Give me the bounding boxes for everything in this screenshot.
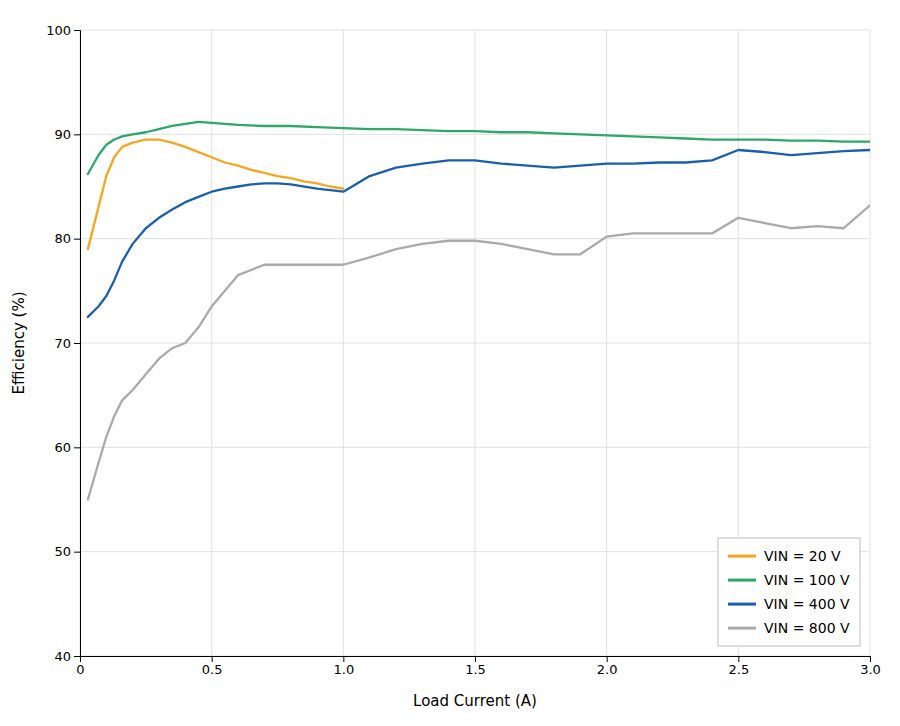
tick: 0.5	[202, 656, 223, 677]
tick-label: 3.0	[860, 662, 881, 677]
legend-label: VIN = 400 V	[764, 596, 850, 612]
legend-label: VIN = 20 V	[764, 548, 841, 564]
series-line	[88, 205, 870, 499]
legend-swatch	[728, 555, 756, 558]
grid-line	[80, 343, 870, 344]
legend-swatch	[728, 627, 756, 630]
tick-label: 40	[54, 649, 71, 664]
tick-label: 0	[76, 662, 84, 677]
tick-mark	[738, 656, 739, 662]
tick-mark	[212, 656, 213, 662]
legend: VIN = 20 V VIN = 100 V VIN = 400 V VIN = 80…	[718, 538, 860, 646]
tick: 0	[76, 656, 84, 677]
tick: 40	[54, 649, 80, 664]
tick: 3.0	[860, 656, 881, 677]
tick-label: 80	[54, 231, 71, 246]
series-line	[88, 122, 870, 174]
tick-mark	[74, 239, 80, 240]
grid-line	[80, 134, 870, 135]
tick: 100	[46, 23, 80, 38]
chart: 0 0.5 1.0 1.5 2.0 2.5 3.0 40 50 60 70 80 90 100 VIN = …	[0, 0, 900, 726]
tick-label: 2.5	[728, 662, 749, 677]
tick: 60	[54, 440, 80, 455]
axis-line	[74, 31, 81, 657]
grid-line	[80, 238, 870, 239]
y-axis-title: Efficiency (%)	[10, 292, 28, 395]
series-line	[88, 140, 343, 250]
tick-mark	[475, 656, 476, 662]
tick-label: 70	[54, 336, 71, 351]
legend-label: VIN = 100 V	[764, 572, 850, 588]
tick: 1.0	[333, 656, 354, 677]
tick-mark	[74, 30, 80, 31]
tick: 50	[54, 544, 80, 559]
tick-label: 90	[54, 127, 71, 142]
tick: 2.0	[597, 656, 618, 677]
legend-swatch	[728, 603, 756, 606]
y-axis: 40 50 60 70 80 90 100	[46, 23, 80, 664]
tick: 80	[54, 231, 80, 246]
tick-label: 0.5	[202, 662, 223, 677]
x-axis: 0 0.5 1.0 1.5 2.0 2.5 3.0	[76, 656, 880, 677]
series-group	[88, 122, 870, 500]
grid	[80, 30, 870, 656]
tick-label: 1.0	[333, 662, 354, 677]
plot: 0 0.5 1.0 1.5 2.0 2.5 3.0 40 50 60 70 80 90 100 VIN = …	[46, 23, 881, 678]
series-line	[88, 150, 870, 317]
tick-mark	[74, 656, 80, 657]
tick: 90	[54, 127, 80, 142]
tick-mark	[343, 656, 344, 662]
legend-item: VIN = 400 V	[728, 596, 850, 612]
tick-label: 1.5	[465, 662, 486, 677]
tick-label: 2.0	[597, 662, 618, 677]
tick-mark	[607, 656, 608, 662]
tick-mark	[74, 552, 80, 553]
legend-frame	[718, 538, 860, 646]
legend-swatch	[728, 579, 756, 582]
tick: 70	[54, 336, 80, 351]
legend-item: VIN = 800 V	[728, 620, 850, 636]
tick-mark	[74, 343, 80, 344]
tick-mark	[870, 656, 871, 662]
legend-item: VIN = 20 V	[728, 548, 841, 564]
tick: 2.5	[728, 656, 749, 677]
legend-item: VIN = 100 V	[728, 572, 850, 588]
tick-mark	[74, 134, 80, 135]
tick-label: 60	[54, 440, 71, 455]
x-axis-title: Load Current (A)	[413, 692, 537, 710]
grid-line	[80, 30, 870, 31]
tick-label: 100	[46, 23, 71, 38]
axis-line	[81, 657, 871, 663]
tick: 1.5	[465, 656, 486, 677]
legend-label: VIN = 800 V	[764, 620, 850, 636]
grid-line	[80, 447, 870, 448]
tick-mark	[74, 447, 80, 448]
tick-label: 50	[54, 544, 71, 559]
